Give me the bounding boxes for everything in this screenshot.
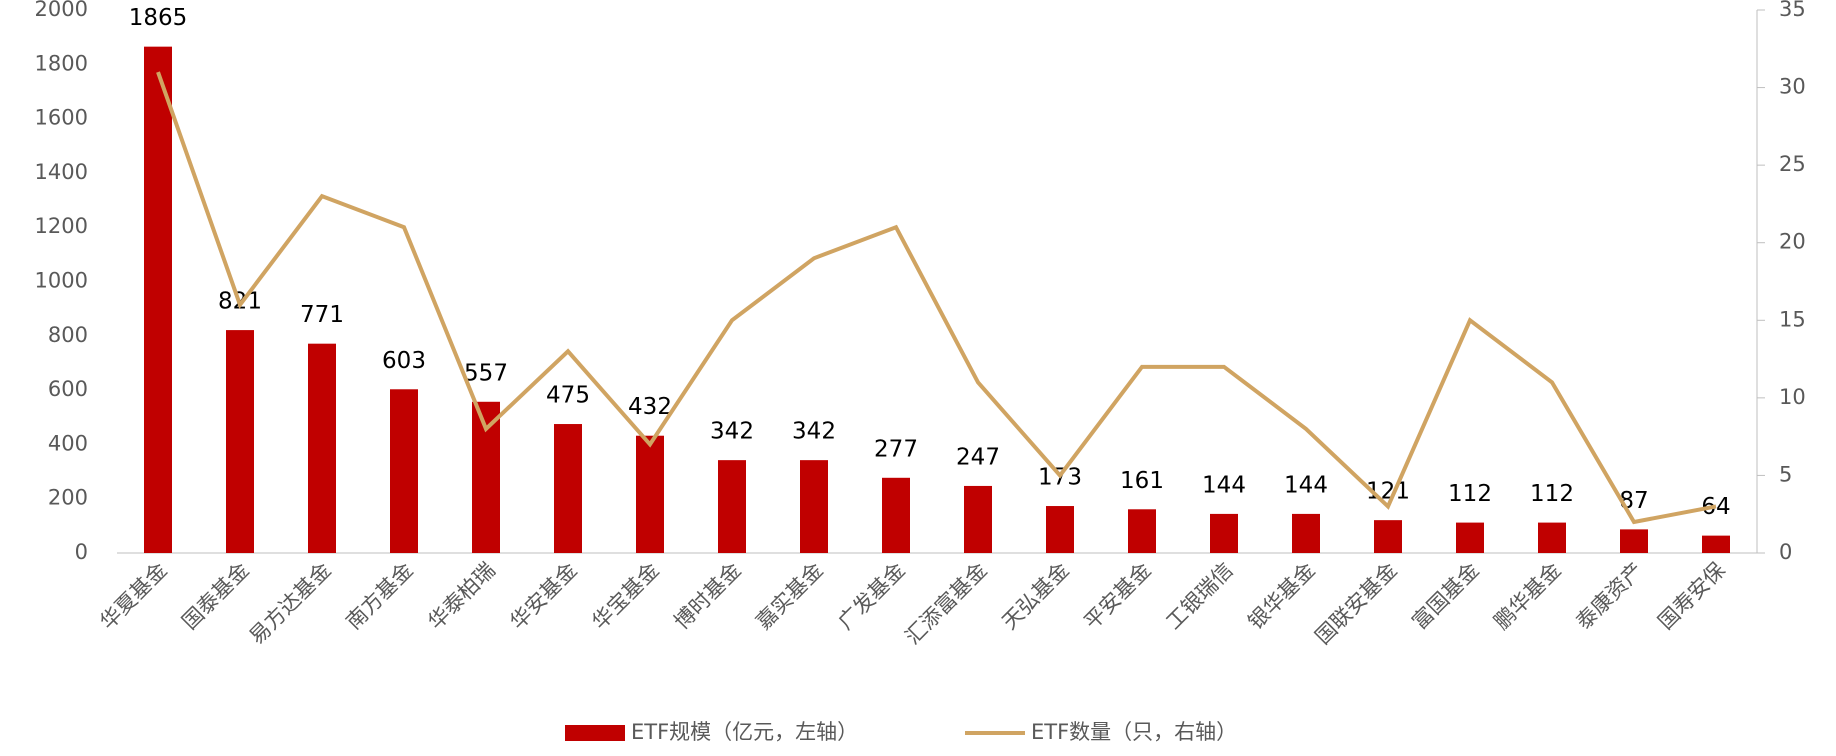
bar xyxy=(390,389,418,553)
x-tick-label: 汇添富基金 xyxy=(901,558,992,649)
y2-tick-label: 0 xyxy=(1779,540,1792,564)
y-tick-label: 1800 xyxy=(35,51,88,75)
x-tick-label: 华泰柏瑞 xyxy=(423,558,499,634)
legend-label: ETF数量（只，右轴） xyxy=(1031,720,1237,744)
legend-swatch xyxy=(565,725,625,741)
bar xyxy=(718,460,746,553)
value-label: 432 xyxy=(628,394,672,420)
bar xyxy=(882,477,910,553)
x-tick-label: 泰康资产 xyxy=(1571,558,1647,634)
x-tick-label: 鹏华基金 xyxy=(1489,558,1565,634)
bar xyxy=(1620,529,1648,553)
x-tick-label: 南方基金 xyxy=(341,558,417,634)
bar xyxy=(226,330,254,553)
y-tick-label: 200 xyxy=(48,486,88,510)
y2-tick-label: 25 xyxy=(1779,152,1806,176)
x-tick-label: 华夏基金 xyxy=(95,558,171,634)
legend-label: ETF规模（亿元，左轴） xyxy=(631,720,858,744)
y2-tick-label: 10 xyxy=(1779,385,1806,409)
value-label: 112 xyxy=(1530,481,1574,507)
bar xyxy=(1456,522,1484,553)
value-label: 557 xyxy=(464,360,508,386)
bar xyxy=(144,46,172,554)
x-tick-label: 国联安基金 xyxy=(1311,558,1402,649)
bar xyxy=(554,424,582,553)
value-label: 342 xyxy=(792,419,836,445)
x-tick-label: 广发基金 xyxy=(833,558,909,634)
y-tick-label: 400 xyxy=(48,431,88,455)
value-label: 144 xyxy=(1284,472,1328,498)
value-label: 342 xyxy=(710,419,754,445)
x-tick-label: 平安基金 xyxy=(1079,558,1155,634)
x-tick-label: 华安基金 xyxy=(505,558,581,634)
x-tick-label: 易方达基金 xyxy=(245,558,336,649)
y2-tick-label: 20 xyxy=(1779,230,1806,254)
x-tick-label: 银华基金 xyxy=(1243,558,1319,634)
value-label: 1865 xyxy=(129,5,188,31)
bar xyxy=(1128,509,1156,553)
bar xyxy=(1374,520,1402,553)
x-tick-label: 博时基金 xyxy=(669,558,745,634)
y-tick-label: 1200 xyxy=(35,214,88,238)
y2-tick-label: 15 xyxy=(1779,307,1806,331)
value-label: 247 xyxy=(956,444,1000,470)
x-tick-label: 国泰基金 xyxy=(177,558,253,634)
y2-tick-label: 35 xyxy=(1779,0,1806,21)
bar xyxy=(800,460,828,553)
y2-tick-label: 30 xyxy=(1779,75,1806,99)
value-label: 161 xyxy=(1120,468,1164,494)
bar xyxy=(636,435,664,553)
bar xyxy=(1538,522,1566,553)
y-tick-label: 800 xyxy=(48,323,88,347)
y-tick-label: 600 xyxy=(48,377,88,401)
x-tick-label: 天弘基金 xyxy=(997,558,1073,634)
value-label: 144 xyxy=(1202,472,1246,498)
y-tick-label: 0 xyxy=(75,540,88,564)
y-tick-label: 1600 xyxy=(35,106,88,130)
x-tick-label: 华宝基金 xyxy=(587,558,663,634)
bar xyxy=(308,343,336,553)
value-label: 771 xyxy=(300,302,344,328)
bar xyxy=(1046,506,1074,553)
x-tick-label: 工银瑞信 xyxy=(1161,558,1237,634)
y-tick-label: 1400 xyxy=(35,160,88,184)
bar xyxy=(1210,513,1238,553)
y2-tick-label: 5 xyxy=(1779,462,1792,486)
value-label: 475 xyxy=(546,383,590,409)
value-label: 112 xyxy=(1448,481,1492,507)
bar xyxy=(1292,513,1320,553)
value-label: 277 xyxy=(874,436,918,462)
line xyxy=(156,71,1717,525)
value-label: 87 xyxy=(1619,488,1648,514)
x-tick-label: 富国基金 xyxy=(1407,558,1483,634)
bar xyxy=(964,485,992,553)
value-label: 603 xyxy=(382,348,426,374)
y-tick-label: 2000 xyxy=(35,0,88,21)
x-tick-label: 嘉实基金 xyxy=(751,558,827,634)
y-tick-label: 1000 xyxy=(35,269,88,293)
x-tick-label: 国寿安保 xyxy=(1653,558,1729,634)
bar xyxy=(1702,535,1730,553)
